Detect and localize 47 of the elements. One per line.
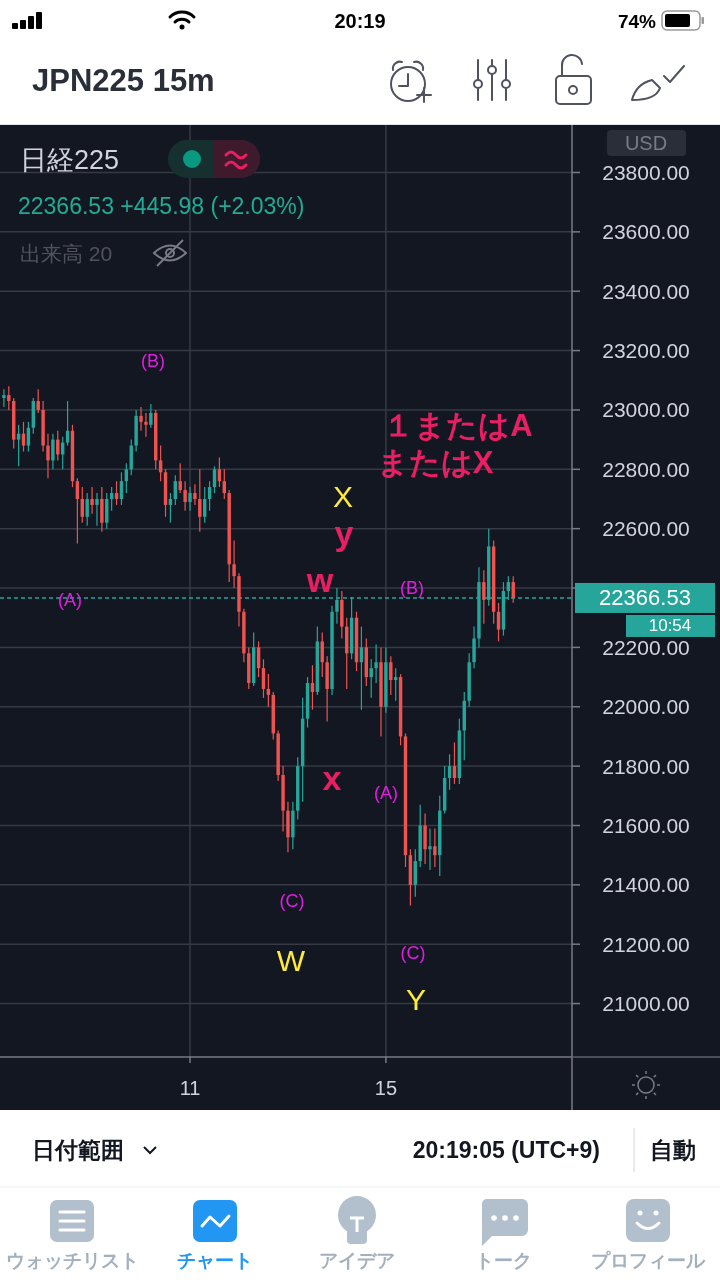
y-tick-label: 22200.00 (602, 635, 690, 659)
text: 74% (617, 10, 657, 32)
text: トーク (474, 1249, 532, 1271)
text: 日付範囲 (32, 1137, 124, 1163)
annotation: Y (405, 982, 427, 1016)
y-tick-label: 22600.00 (602, 517, 690, 541)
text: チャート (177, 1249, 253, 1271)
annotation: (C) (400, 943, 426, 963)
annotation: またはX (376, 444, 494, 480)
text: USD (624, 132, 668, 154)
text: 10:54 (648, 616, 692, 636)
y-tick-label: 21600.00 (602, 813, 690, 837)
y-tick-label: 22000.00 (602, 695, 690, 719)
y-tick-label: 23200.00 (602, 339, 690, 363)
y-tick-label: 21000.00 (602, 992, 690, 1016)
annotation: x (322, 759, 342, 797)
annotation: (B) (400, 578, 424, 598)
text: 日経225 (20, 145, 120, 175)
y-tick-label: 21800.00 (602, 754, 690, 778)
y-tick-label: 23600.00 (602, 220, 690, 244)
annotation: (A) (58, 590, 82, 610)
annotation: y (334, 514, 354, 552)
annotation: X (332, 479, 354, 513)
y-tick-label: 23800.00 (602, 160, 690, 184)
y-tick-label: 21200.00 (602, 932, 690, 956)
text: アイデア (319, 1249, 395, 1271)
text: 20:19 (334, 10, 386, 32)
annotation: 22366.53 +445.98 (+2.03%) (18, 193, 305, 219)
annotation: (C) (279, 891, 305, 911)
text: 20:19:05 (UTC+9) (412, 1137, 600, 1163)
y-tick-label: 23000.00 (602, 398, 690, 422)
annotation: (A) (374, 783, 398, 803)
x-tick-label: 11 (179, 1077, 201, 1099)
annotation: 出来高 20 (20, 241, 113, 265)
y-tick-label: 23400.00 (602, 279, 690, 303)
y-tick-label: 22800.00 (602, 457, 690, 481)
annotation: １またはA (383, 407, 533, 443)
annotation: w (305, 561, 334, 599)
text: プロフィール (591, 1249, 706, 1271)
annotation: W (276, 943, 306, 977)
x-tick-label: 15 (374, 1077, 398, 1099)
annotation: (B) (141, 351, 165, 371)
chart-title: JPN225 15m (32, 62, 215, 98)
y-tick-label: 21400.00 (602, 873, 690, 897)
text: ウォッチリスト (5, 1249, 139, 1271)
text: 自動 (650, 1137, 696, 1163)
ref-line-label: 22366.53 (599, 585, 691, 611)
